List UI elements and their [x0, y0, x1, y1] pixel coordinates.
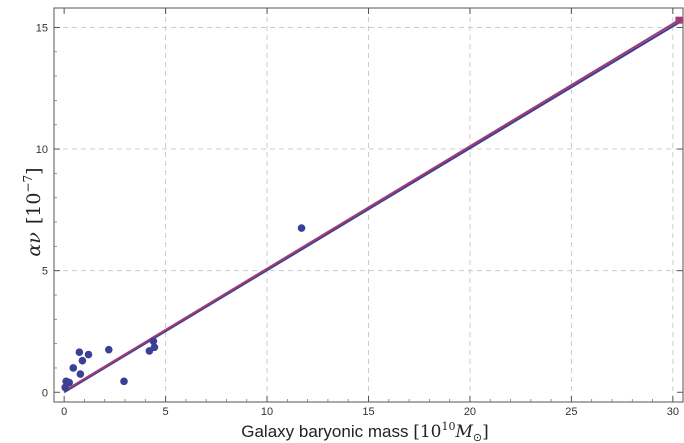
- fit-line-purple: [63, 19, 680, 392]
- data-point: [65, 378, 74, 387]
- data-point: [149, 337, 158, 345]
- y-axis-label: αν[10−7]: [21, 167, 45, 256]
- y-axis-unit-exp: −7: [21, 175, 35, 193]
- x-tick-label: 0: [61, 406, 67, 418]
- data-points: [61, 224, 306, 392]
- x-axis-label-text: Galaxy baryonic mass: [241, 422, 413, 441]
- data-point: [150, 343, 159, 352]
- x-axis-label: Galaxy baryonic mass [1010M⊙]: [241, 420, 489, 443]
- axis-ticks: [54, 8, 683, 402]
- endpoint-markers: [675, 16, 683, 24]
- y-tick-label: 5: [42, 266, 48, 278]
- x-axis-unit-sym: M: [454, 422, 473, 442]
- x-tick-label: 30: [667, 406, 679, 418]
- data-point: [75, 348, 84, 356]
- y-tick-label: 15: [36, 22, 48, 34]
- y-tick-label: 0: [42, 387, 48, 399]
- data-point: [84, 350, 93, 359]
- data-point: [76, 370, 85, 378]
- endpoint-marker: [675, 16, 683, 24]
- x-tick-label: 25: [565, 406, 577, 418]
- data-point: [120, 377, 128, 386]
- y-tick-label: 10: [36, 144, 48, 156]
- x-axis-unit-sub: ⊙: [473, 432, 482, 443]
- y-axis-label-sym: αν: [23, 232, 45, 257]
- tick-labels: 0 5 10 15 20 25 30 0 5 10 15: [36, 22, 679, 418]
- fit-line-blue: [63, 21, 680, 394]
- x-tick-label: 20: [464, 406, 476, 418]
- data-point: [78, 356, 87, 365]
- data-point: [69, 364, 78, 372]
- x-tick-label: 10: [261, 406, 273, 418]
- grid-lines: [54, 8, 683, 402]
- fit-lines: [63, 19, 680, 394]
- x-tick-label: 5: [163, 406, 169, 418]
- x-axis-unit-exp: 10: [441, 420, 455, 433]
- x-axis-unit-base: 10: [420, 422, 442, 442]
- data-point: [297, 224, 306, 232]
- x-tick-label: 15: [362, 406, 374, 418]
- data-point: [104, 345, 113, 354]
- y-axis-unit-base: 10: [23, 193, 45, 217]
